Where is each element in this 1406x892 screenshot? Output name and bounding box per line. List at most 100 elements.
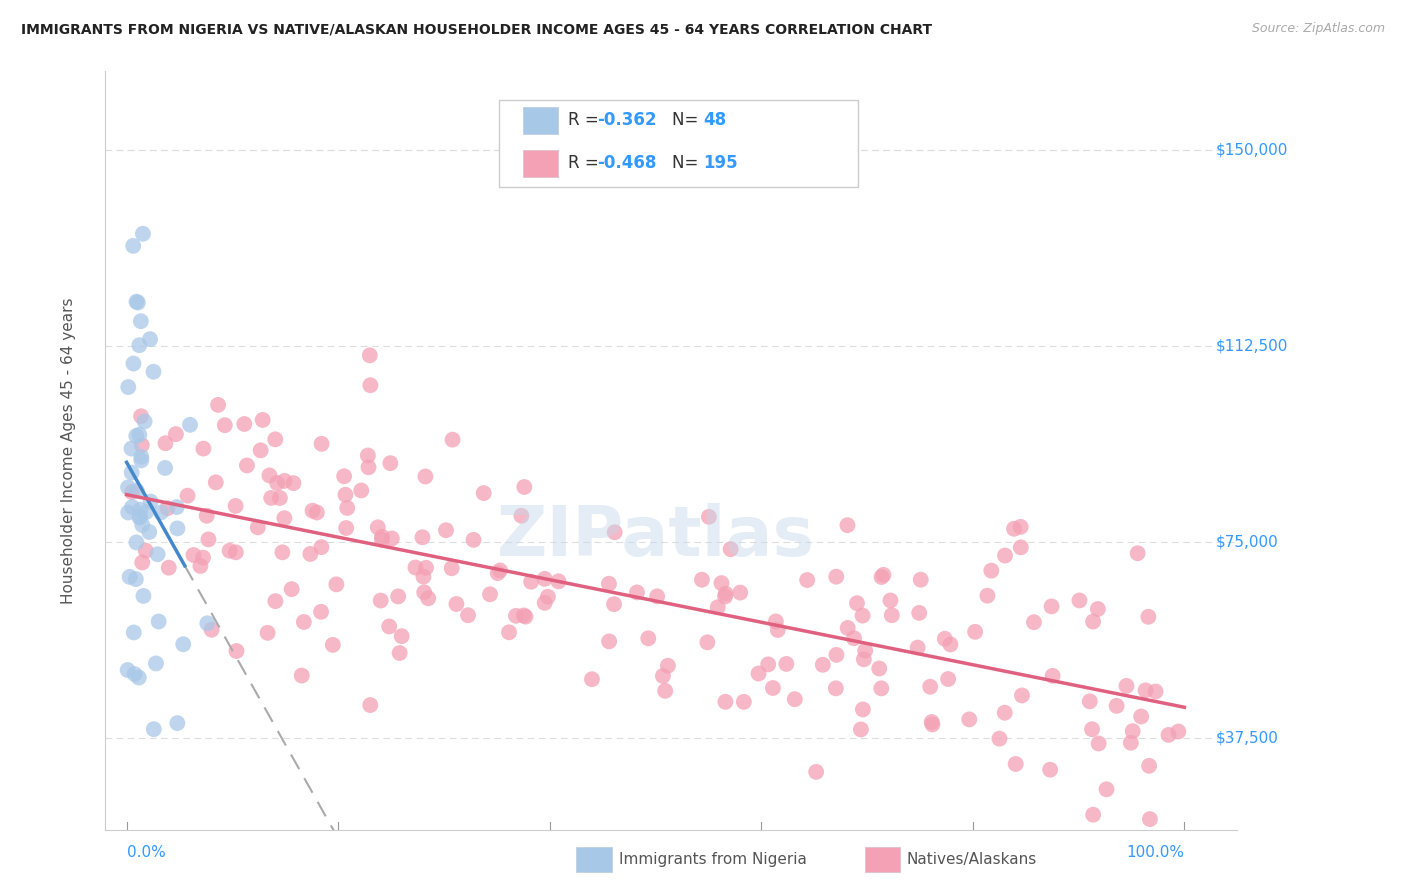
Point <box>775 657 797 671</box>
Point <box>125 483 148 498</box>
Point <box>179 417 201 432</box>
Point <box>418 591 440 606</box>
Point <box>1157 728 1180 742</box>
Point <box>134 414 156 428</box>
Point <box>1119 736 1142 750</box>
Point <box>710 576 733 591</box>
Point <box>193 442 215 456</box>
Point <box>117 506 139 520</box>
Point <box>269 491 291 505</box>
Point <box>128 338 150 352</box>
Point <box>183 548 205 562</box>
Point <box>139 332 162 346</box>
Point <box>626 585 648 599</box>
Point <box>249 443 271 458</box>
Point <box>271 545 294 559</box>
Point <box>122 357 145 371</box>
Point <box>129 502 152 516</box>
Point <box>129 409 152 424</box>
Point <box>125 429 148 443</box>
Point <box>486 566 509 581</box>
Text: -0.362: -0.362 <box>598 111 657 128</box>
Point <box>299 547 322 561</box>
Point <box>1010 520 1032 534</box>
Point <box>166 521 188 535</box>
Point <box>233 417 256 431</box>
Point <box>852 702 875 716</box>
Point <box>252 413 274 427</box>
Point <box>907 640 929 655</box>
Point <box>388 646 411 660</box>
Point <box>994 549 1017 563</box>
Text: IMMIGRANTS FROM NIGERIA VS NATIVE/ALASKAN HOUSEHOLDER INCOME AGES 45 - 64 YEARS : IMMIGRANTS FROM NIGERIA VS NATIVE/ALASKA… <box>21 22 932 37</box>
Point <box>910 573 932 587</box>
Point <box>1144 684 1167 698</box>
Point <box>921 717 943 731</box>
Point <box>1167 724 1189 739</box>
Point <box>1137 759 1160 773</box>
Point <box>1010 541 1032 555</box>
Point <box>657 658 679 673</box>
Point <box>849 723 872 737</box>
Text: 100.0%: 100.0% <box>1126 846 1184 860</box>
Point <box>603 597 626 611</box>
Point <box>166 716 188 731</box>
Point <box>1105 698 1128 713</box>
Point <box>748 666 770 681</box>
Point <box>135 505 157 519</box>
Text: 195: 195 <box>703 154 738 172</box>
Point <box>378 619 401 633</box>
Point <box>765 615 787 629</box>
Point <box>824 681 846 696</box>
Point <box>391 629 413 643</box>
Point <box>1081 723 1104 737</box>
Point <box>266 476 288 491</box>
Point <box>124 667 146 681</box>
Point <box>371 530 394 544</box>
Point <box>1081 807 1104 822</box>
Point <box>463 533 485 547</box>
Point <box>191 550 214 565</box>
Point <box>380 456 402 470</box>
Text: $112,500: $112,500 <box>1216 338 1288 353</box>
Point <box>1022 615 1045 630</box>
Point <box>980 564 1002 578</box>
Point <box>533 596 555 610</box>
Point <box>852 608 875 623</box>
Point <box>651 669 673 683</box>
Point <box>381 532 404 546</box>
Point <box>122 239 145 253</box>
Point <box>714 695 737 709</box>
Point <box>117 380 139 394</box>
Point <box>714 587 737 601</box>
Point <box>311 540 333 554</box>
Point <box>976 589 998 603</box>
Point <box>166 500 188 514</box>
Point <box>697 509 720 524</box>
Point <box>121 466 143 480</box>
Point <box>446 597 468 611</box>
Point <box>498 625 520 640</box>
Point <box>533 572 555 586</box>
Point <box>121 500 143 514</box>
Point <box>335 521 357 535</box>
Point <box>994 706 1017 720</box>
Point <box>207 398 229 412</box>
Point <box>387 590 409 604</box>
Point <box>118 570 141 584</box>
Text: 0.0%: 0.0% <box>127 846 166 860</box>
Point <box>804 764 827 779</box>
Point <box>434 523 457 537</box>
Point <box>225 499 247 513</box>
Point <box>129 314 152 328</box>
Point <box>796 573 818 587</box>
Point <box>357 460 380 475</box>
Point <box>292 615 315 629</box>
Point <box>135 543 157 558</box>
Text: -0.468: -0.468 <box>598 154 657 172</box>
Point <box>598 634 620 648</box>
Point <box>852 652 875 666</box>
Point <box>581 672 603 686</box>
Point <box>811 657 834 672</box>
Point <box>1122 724 1144 739</box>
